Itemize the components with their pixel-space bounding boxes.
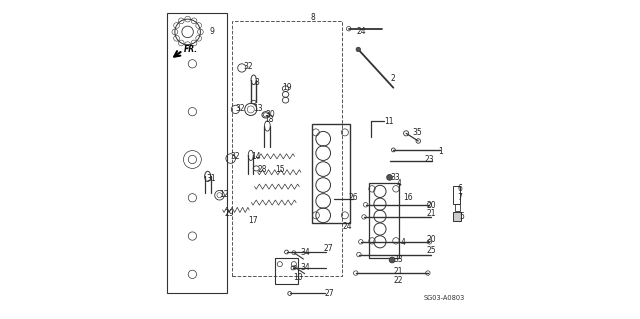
Text: 21: 21 <box>426 209 436 218</box>
Text: 8: 8 <box>310 13 315 22</box>
Circle shape <box>356 47 360 52</box>
Text: SG03-A0803: SG03-A0803 <box>424 295 465 301</box>
Text: 33: 33 <box>394 256 403 264</box>
Text: 12: 12 <box>220 190 229 199</box>
Bar <box>232 21 342 276</box>
Text: 24: 24 <box>356 27 366 36</box>
Text: 35: 35 <box>413 128 422 137</box>
Text: 5: 5 <box>460 212 464 221</box>
Circle shape <box>389 257 395 263</box>
Text: 23: 23 <box>424 155 435 164</box>
Text: 30: 30 <box>266 110 275 119</box>
Bar <box>452 212 461 221</box>
Text: 3: 3 <box>255 78 259 87</box>
Bar <box>275 258 298 284</box>
Circle shape <box>387 174 392 180</box>
Text: 10: 10 <box>293 273 303 282</box>
Text: 17: 17 <box>248 216 258 225</box>
Text: 32: 32 <box>230 152 240 161</box>
Text: 32: 32 <box>236 104 245 113</box>
Text: 20: 20 <box>426 235 436 244</box>
Text: 4: 4 <box>401 238 405 247</box>
Text: 21: 21 <box>394 267 403 276</box>
Text: 27: 27 <box>323 244 333 253</box>
Bar <box>454 204 460 211</box>
Text: 6: 6 <box>457 184 462 193</box>
Text: 7: 7 <box>457 193 462 202</box>
Text: 1: 1 <box>438 147 443 156</box>
Text: 13: 13 <box>253 104 262 113</box>
Bar <box>453 186 460 204</box>
Text: 4: 4 <box>397 179 401 188</box>
Text: 9: 9 <box>210 27 215 36</box>
Text: 32: 32 <box>243 63 253 71</box>
Text: 34: 34 <box>300 263 310 272</box>
Text: 34: 34 <box>300 248 310 256</box>
Bar <box>312 124 350 223</box>
Text: 33: 33 <box>391 173 401 182</box>
Text: 19: 19 <box>282 83 291 92</box>
Text: 22: 22 <box>394 276 403 285</box>
Text: 29: 29 <box>224 209 234 218</box>
Text: 27: 27 <box>324 289 335 298</box>
Text: 16: 16 <box>403 193 413 202</box>
Text: 24: 24 <box>342 222 352 231</box>
Text: 28: 28 <box>258 165 268 174</box>
Text: FR.: FR. <box>184 45 198 54</box>
Text: 20: 20 <box>426 201 436 210</box>
Text: 14: 14 <box>252 152 261 161</box>
Text: 15: 15 <box>275 165 285 174</box>
Text: 18: 18 <box>264 115 274 124</box>
Text: 26: 26 <box>349 193 358 202</box>
Bar <box>167 13 227 293</box>
Text: 31: 31 <box>207 174 216 183</box>
Text: 11: 11 <box>384 117 394 126</box>
Text: 25: 25 <box>426 246 436 255</box>
Bar <box>369 183 399 258</box>
Text: 2: 2 <box>390 74 395 83</box>
